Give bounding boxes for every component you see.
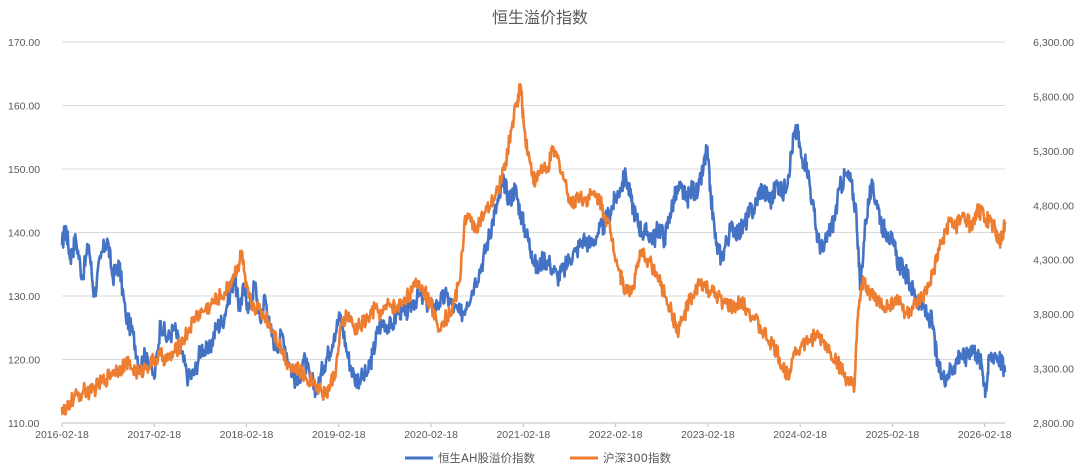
- x-axis-ticks: 2016-02-18 2017-02-18 2018-02-18 2019-02-18…: [35, 422, 1012, 441]
- left-tick-label: 140.00: [8, 228, 40, 240]
- left-tick-label: 120.00: [8, 355, 40, 367]
- x-tick-label: 2017-02-18: [127, 429, 181, 441]
- left-tick-label: 160.00: [8, 101, 40, 113]
- legend-label-2: 沪深300指数: [603, 451, 671, 465]
- x-tick-label: 2024-02-18: [773, 429, 827, 441]
- x-tick-label: 2021-02-18: [496, 429, 550, 441]
- chart-title: 恒生溢价指数: [492, 8, 588, 27]
- series-line-2: [60, 82, 1007, 416]
- right-axis-ticks: 2,800.00 3,300.00 3,800.00 4,300.00 4,800.00…: [1033, 37, 1074, 430]
- legend-label-1: 恒生AH股溢价指数: [438, 451, 536, 465]
- right-tick-label: 6,300.00: [1033, 37, 1074, 49]
- x-tick-label: 2018-02-18: [220, 429, 274, 441]
- right-tick-label: 5,300.00: [1033, 146, 1074, 158]
- right-tick-label: 4,800.00: [1033, 200, 1074, 212]
- right-tick-label: 3,300.00: [1033, 364, 1074, 376]
- right-tick-label: 3,800.00: [1033, 309, 1074, 321]
- x-tick-label: 2020-02-18: [404, 429, 458, 441]
- legend: 恒生AH股溢价指数 沪深300指数: [405, 451, 671, 465]
- x-tick-label: 2026-02-18: [958, 429, 1012, 441]
- right-tick-label: 2,800.00: [1033, 418, 1074, 430]
- x-tick-label: 2022-02-18: [589, 429, 643, 441]
- right-tick-label: 5,800.00: [1033, 91, 1074, 103]
- x-tick-label: 2019-02-18: [312, 429, 366, 441]
- x-tick-label: 2023-02-18: [681, 429, 735, 441]
- left-axis-ticks: 110.00 120.00 130.00 140.00 150.00 160.00 170.…: [8, 37, 40, 430]
- left-tick-label: 170.00: [8, 37, 40, 49]
- x-tick-label: 2016-02-18: [35, 429, 89, 441]
- right-tick-label: 4,300.00: [1033, 255, 1074, 267]
- left-tick-label: 130.00: [8, 291, 40, 303]
- left-tick-label: 110.00: [8, 418, 39, 430]
- x-tick-label: 2025-02-18: [866, 429, 920, 441]
- series-lines: [60, 82, 1007, 416]
- left-tick-label: 150.00: [8, 164, 40, 176]
- series-line-1: [60, 123, 1007, 399]
